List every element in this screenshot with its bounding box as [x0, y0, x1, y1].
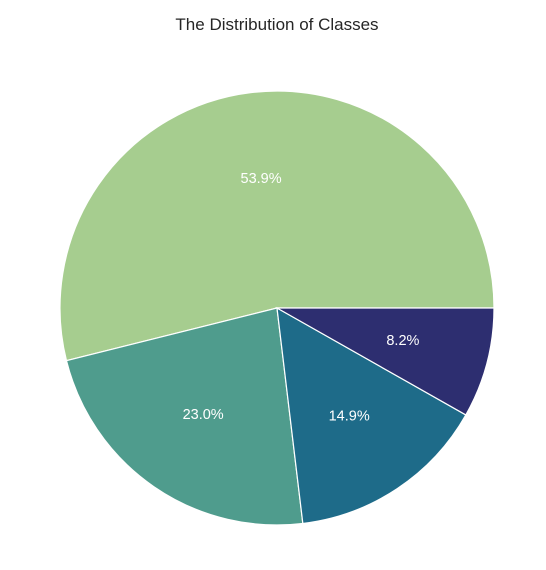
slice-label-3: 8.2%	[386, 333, 419, 349]
pie-slices	[59, 90, 495, 526]
pie-slice-0	[59, 90, 495, 362]
chart-title: The Distribution of Classes	[175, 15, 378, 34]
slice-label-0: 53.9%	[241, 171, 282, 187]
pie-labels: 53.9% 23.0% 14.9% 8.2%	[183, 171, 420, 425]
slice-label-1: 23.0%	[183, 407, 224, 423]
slice-label-2: 14.9%	[329, 408, 370, 424]
pie-slice-3	[274, 307, 495, 416]
pie-slice-1	[65, 307, 304, 526]
pie-slice-2	[276, 306, 467, 525]
